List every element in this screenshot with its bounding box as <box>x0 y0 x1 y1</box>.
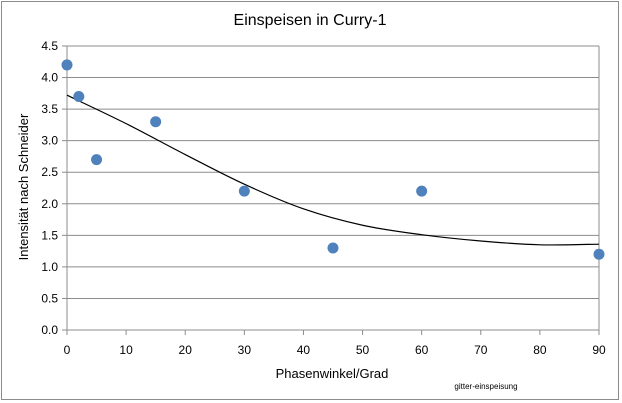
x-tick-label: 80 <box>533 343 547 357</box>
data-point <box>73 90 85 102</box>
data-point <box>416 185 428 197</box>
y-tick-label: 2.5 <box>41 165 58 179</box>
y-tick-labels: 0.0 0.5 1.0 1.5 2.0 2.5 3.0 3.5 4.0 4.5 <box>41 39 58 337</box>
y-tick-label: 0.0 <box>41 323 58 337</box>
data-point <box>61 59 73 71</box>
x-tick-label: 90 <box>592 343 606 357</box>
annotation-note: gitter-einspeisung <box>454 382 517 391</box>
y-tick-label: 2.0 <box>41 197 58 211</box>
y-tick-label: 4.5 <box>41 39 58 53</box>
chart-title: Einspeisen in Curry-1 <box>234 12 387 29</box>
x-tick-label: 30 <box>238 343 252 357</box>
x-tick-label: 60 <box>415 343 429 357</box>
y-tick-label: 4.0 <box>41 71 58 85</box>
y-tick-label: 1.5 <box>41 228 58 242</box>
x-tick-label: 10 <box>119 343 133 357</box>
x-tick-label: 40 <box>297 343 311 357</box>
x-tick-label: 0 <box>64 343 71 357</box>
axes <box>66 46 600 331</box>
data-point <box>238 185 250 197</box>
data-point <box>91 154 103 166</box>
data-points <box>61 59 605 260</box>
y-tick-label: 3.0 <box>41 134 58 148</box>
grid-lines <box>62 45 600 335</box>
y-axis-label: Intensität nach Schneider <box>16 113 31 260</box>
x-tick-label: 20 <box>179 343 193 357</box>
y-tick-label: 3.5 <box>41 102 58 116</box>
x-tick-labels: 0 10 20 30 40 50 60 70 80 90 <box>64 343 606 357</box>
data-point <box>327 242 339 254</box>
y-tick-label: 0.5 <box>41 291 58 305</box>
x-axis-label: Phasenwinkel/Grad <box>276 366 389 381</box>
x-tick-label: 50 <box>356 343 370 357</box>
x-tick-label: 70 <box>474 343 488 357</box>
data-point <box>593 248 605 260</box>
data-point <box>150 116 162 128</box>
y-tick-label: 1.0 <box>41 260 58 274</box>
trendline <box>66 94 600 246</box>
